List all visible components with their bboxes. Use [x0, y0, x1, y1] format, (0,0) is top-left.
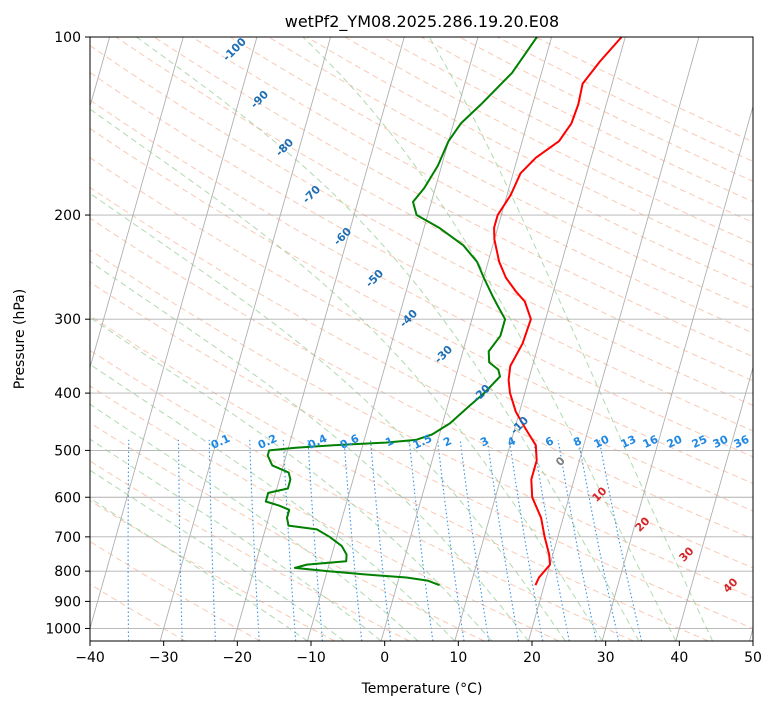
mixing-ratio-line	[408, 439, 434, 641]
dry-adiabat-line	[90, 349, 634, 641]
isotherm-line	[159, 37, 332, 641]
x-tick-label: 10	[449, 650, 467, 666]
dry-adiabat-line	[90, 583, 186, 641]
mixing-ratio-label: 13	[619, 433, 638, 451]
moist-adiabat-line	[136, 37, 640, 641]
dry-adiabat-line	[90, 127, 753, 485]
x-tick-label: −20	[223, 650, 253, 666]
y-tick-label: 900	[54, 594, 81, 610]
y-tick-label: 200	[54, 208, 81, 224]
mixing-ratio-line	[508, 439, 544, 641]
mixing-ratio-label: 16	[641, 433, 661, 451]
mixing-ratio-line	[127, 439, 130, 641]
mixing-ratio-line	[282, 439, 297, 641]
x-axis-ticks: −40 −30 −20 −10 0 10 20 30 40 50	[75, 641, 762, 666]
isotherm-line	[233, 37, 405, 641]
dry-adiabat-line	[90, 44, 753, 407]
y-tick-label: 400	[54, 386, 81, 402]
chart-title: wetPf2_YM08.2025.286.19.20.E08	[285, 12, 559, 32]
mixing-ratio-line	[459, 439, 490, 641]
x-tick-label: 50	[744, 650, 762, 666]
mixing-ratio-line	[486, 439, 520, 641]
moist-adiabat-line	[90, 363, 456, 641]
y-tick-label: 1000	[45, 621, 81, 637]
y-tick-label: 600	[54, 490, 81, 506]
dry-adiabat-line	[90, 249, 753, 599]
isotherm-line	[601, 104, 753, 641]
mixing-ratio-line	[249, 439, 260, 641]
x-tick-label: 20	[523, 650, 541, 666]
plot-frame	[89, 36, 754, 642]
moist-adiabat-line	[90, 316, 492, 641]
moist-adiabat-line	[90, 260, 529, 641]
y-tick-label: 800	[54, 564, 81, 580]
mixing-ratio-line	[532, 439, 570, 641]
temperature-line	[493, 37, 623, 586]
dry-adiabat-line	[90, 540, 261, 641]
mixing-ratio-line	[437, 439, 465, 641]
dry-adiabat-line	[90, 281, 753, 630]
mixing-ratio-line	[177, 439, 183, 641]
y-tick-label: 100	[54, 30, 81, 46]
x-axis-label: Temperature (°C)	[361, 681, 483, 697]
moist-adiabat-line	[90, 108, 603, 641]
mixing-ratio-line	[557, 439, 597, 641]
dry-adiabat-line	[230, 37, 753, 311]
x-tick-label: 30	[597, 650, 615, 666]
y-tick-label: 300	[54, 312, 81, 328]
y-tick-label: 500	[54, 443, 81, 459]
x-tick-label: −10	[296, 650, 326, 666]
dry-adiabat-line	[191, 37, 753, 334]
dry-adiabat-line	[90, 186, 753, 540]
dry-adiabat-line	[90, 460, 410, 641]
mixing-ratio-line	[208, 439, 216, 641]
moist-adiabat-line	[302, 37, 677, 641]
moist-adiabat-line	[90, 469, 345, 641]
y-axis-ticks: 100 200 300 400 500 600 700 800 900 1000	[45, 30, 90, 637]
dry-adiabat-line	[90, 71, 753, 432]
dry-adiabat-line	[90, 422, 485, 641]
mixing-ratio-label: 36	[732, 433, 752, 451]
isotherm-line	[528, 37, 700, 641]
moist-adiabat-line	[90, 192, 566, 641]
background-lines	[90, 37, 753, 641]
y-tick-label: 700	[54, 530, 81, 546]
moist-adiabat-line	[90, 403, 419, 641]
x-tick-label: 40	[670, 650, 688, 666]
y-axis-label: Pressure (hPa)	[12, 289, 28, 389]
mixing-ratio-label: 25	[690, 433, 709, 451]
profile-series	[264, 37, 623, 587]
isotherm-line	[380, 37, 553, 641]
isotherm-line	[90, 37, 258, 631]
isotherm-line	[675, 365, 753, 641]
mixing-ratio-label: 30	[711, 433, 731, 451]
dry-adiabat-line	[90, 157, 753, 512]
mixing-ratio-label: 20	[665, 433, 685, 451]
mixing-ratio-line	[598, 439, 643, 641]
x-tick-label: −40	[75, 650, 105, 666]
dry-adiabat-line	[90, 315, 709, 641]
mixing-ratio-line	[577, 439, 620, 641]
isotherm-line	[454, 37, 626, 641]
dry-adiabat-line	[90, 217, 753, 569]
x-tick-label: 0	[380, 650, 389, 666]
moist-adiabat-line	[428, 37, 714, 641]
mixing-ratio-line	[307, 439, 324, 641]
mixing-ratio-label: 10	[592, 433, 612, 451]
grid-lines	[90, 37, 753, 641]
isotherm-line	[90, 37, 184, 370]
mixing-ratio-line	[343, 439, 363, 641]
dewpoint-line	[264, 37, 538, 587]
x-tick-label: −30	[149, 650, 179, 666]
